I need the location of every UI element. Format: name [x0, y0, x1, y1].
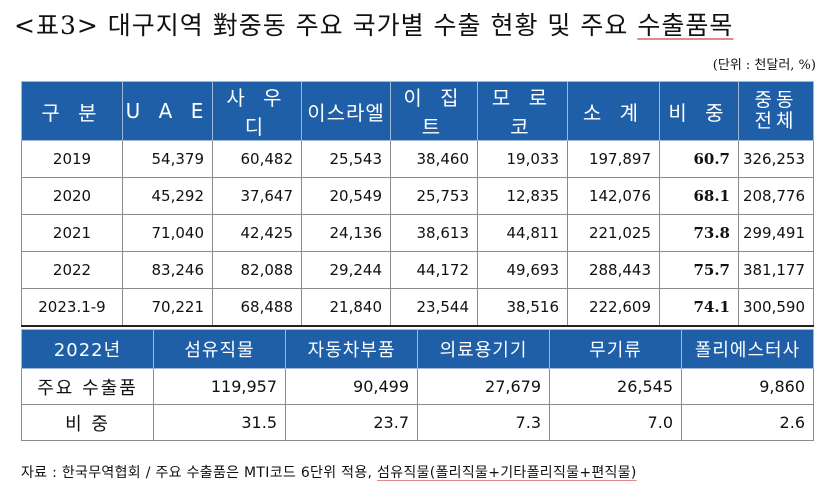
cell-egypt: 38,613: [390, 214, 478, 252]
cell-value: 7.0: [549, 404, 682, 441]
cell-israel: 25,543: [301, 140, 391, 178]
cell-share: 73.8: [659, 214, 739, 252]
cell-morocco: 49,693: [477, 251, 568, 289]
cell-uae: 70,221: [122, 288, 213, 327]
cell-label: 2021: [21, 214, 123, 252]
cell-total: 208,776: [738, 177, 814, 215]
header-share: 비 중: [659, 81, 739, 141]
cell-uae: 71,040: [122, 214, 213, 252]
footnote-highlight: 섬유직물(폴리직물+기타폴리직물+편직물): [377, 465, 637, 481]
cell-total: 299,491: [738, 214, 814, 252]
page-title: <표3> 대구지역 對중동 주요 국가별 수출 현황 및 주요 수출품목: [14, 6, 733, 42]
header-year-2022: 2022년: [21, 329, 154, 369]
cell-egypt: 25,753: [390, 177, 478, 215]
header-textile: 섬유직물: [153, 329, 286, 369]
row-label: 비 중: [21, 404, 154, 441]
header-mideast-total: 중동 전체: [738, 81, 814, 141]
cell-share: 60.7: [659, 140, 739, 178]
cell-total: 300,590: [738, 288, 814, 327]
cell-share: 68.1: [659, 177, 739, 215]
cell-label: 2023.1-9: [21, 288, 123, 327]
header-morocco: 모 로 코: [477, 81, 568, 141]
cell-morocco: 38,516: [477, 288, 568, 327]
cell-saudi: 42,425: [212, 214, 302, 252]
cell-uae: 54,379: [122, 140, 213, 178]
cell-total: 381,177: [738, 251, 814, 289]
cell-saudi: 37,647: [212, 177, 302, 215]
table-row: 2022 83,246 82,088 29,244 44,172 49,693 288,44…: [21, 251, 814, 289]
header-egypt: 이 집 트: [390, 81, 478, 141]
cell-value: 31.5: [153, 404, 286, 441]
cell-subtotal: 197,897: [567, 140, 660, 178]
cell-egypt: 23,544: [390, 288, 478, 327]
cell-subtotal: 222,609: [567, 288, 660, 327]
cell-value: 2.6: [681, 404, 814, 441]
header-weapons: 무기류: [549, 329, 682, 369]
country-export-table: 구 분 U A E 사 우 디 이스라엘 이 집 트 모 로 코 소 계 비 중…: [21, 81, 814, 327]
cell-saudi: 82,088: [212, 251, 302, 289]
cell-value: 9,860: [681, 368, 814, 405]
header-israel: 이스라엘: [301, 81, 391, 141]
cell-value: 27,679: [417, 368, 550, 405]
table-row: 주요 수출품 119,957 90,499 27,679 26,545 9,860: [21, 368, 814, 405]
cell-subtotal: 142,076: [567, 177, 660, 215]
cell-morocco: 44,811: [477, 214, 568, 252]
header-auto-parts: 자동차부품: [285, 329, 418, 369]
table1-header-row: 구 분 U A E 사 우 디 이스라엘 이 집 트 모 로 코 소 계 비 중…: [21, 81, 814, 141]
cell-value: 119,957: [153, 368, 286, 405]
table-row: 2019 54,379 60,482 25,543 38,460 19,033 197,89…: [21, 140, 814, 178]
cell-saudi: 60,482: [212, 140, 302, 178]
header-saudi: 사 우 디: [212, 81, 302, 141]
cell-israel: 29,244: [301, 251, 391, 289]
table-row: 2023.1-9 70,221 68,488 21,840 23,544 38,516 22…: [21, 288, 814, 327]
cell-value: 90,499: [285, 368, 418, 405]
header-uae: U A E: [122, 81, 213, 141]
cell-morocco: 19,033: [477, 140, 568, 178]
cell-share: 75.7: [659, 251, 739, 289]
title-text: <표3> 대구지역 對중동 주요 국가별 수출 현황 및 주요: [14, 11, 638, 40]
cell-label: 2019: [21, 140, 123, 178]
table-row: 2021 71,040 42,425 24,136 38,613 44,811 221,02…: [21, 214, 814, 252]
footnote-text: 자료 : 한국무역협회 / 주요 수출품은 MTI코드 6단위 적용,: [21, 465, 378, 481]
cell-subtotal: 288,443: [567, 251, 660, 289]
cell-morocco: 12,835: [477, 177, 568, 215]
cell-uae: 45,292: [122, 177, 213, 215]
unit-label: (단위 : 천달러, %): [712, 58, 816, 73]
cell-israel: 24,136: [301, 214, 391, 252]
table-row: 비 중 31.5 23.7 7.3 7.0 2.6: [21, 404, 814, 441]
cell-value: 26,545: [549, 368, 682, 405]
header-category: 구 분: [21, 81, 123, 141]
cell-label: 2020: [21, 177, 123, 215]
cell-egypt: 44,172: [390, 251, 478, 289]
cell-uae: 83,246: [122, 251, 213, 289]
cell-share: 74.1: [659, 288, 739, 327]
cell-saudi: 68,488: [212, 288, 302, 327]
table2-header-row: 2022년 섬유직물 자동차부품 의료용기기 무기류 폴리에스터사: [21, 329, 814, 369]
title-highlight: 수출품목: [637, 11, 734, 40]
row-label: 주요 수출품: [21, 368, 154, 405]
header-polyester: 폴리에스터사: [681, 329, 814, 369]
cell-subtotal: 221,025: [567, 214, 660, 252]
header-subtotal: 소 계: [567, 81, 660, 141]
cell-israel: 21,840: [301, 288, 391, 327]
cell-total: 326,253: [738, 140, 814, 178]
cell-israel: 20,549: [301, 177, 391, 215]
cell-value: 7.3: [417, 404, 550, 441]
table-row: 2020 45,292 37,647 20,549 25,753 12,835 142,07…: [21, 177, 814, 215]
footnote: 자료 : 한국무역협회 / 주요 수출품은 MTI코드 6단위 적용, 섬유직물…: [21, 462, 637, 482]
product-export-table: 2022년 섬유직물 자동차부품 의료용기기 무기류 폴리에스터사 주요 수출품…: [21, 329, 814, 441]
cell-egypt: 38,460: [390, 140, 478, 178]
cell-value: 23.7: [285, 404, 418, 441]
header-medical: 의료용기기: [417, 329, 550, 369]
cell-label: 2022: [21, 251, 123, 289]
